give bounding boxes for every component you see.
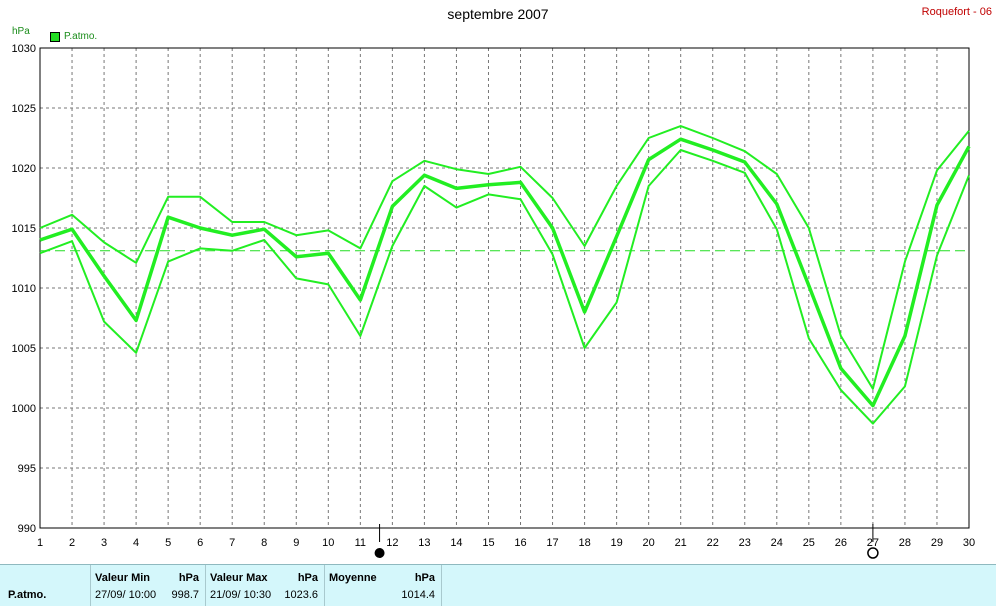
- x-tick-label: 30: [963, 537, 975, 549]
- x-tick-label: 25: [803, 537, 815, 549]
- stats-max-value: 1023.6: [284, 589, 318, 601]
- x-tick-label: 3: [101, 537, 107, 549]
- stats-max-unit: hPa: [297, 572, 318, 584]
- stats-min-header: Valeur Min: [95, 572, 151, 584]
- x-tick-label: 29: [931, 537, 943, 549]
- y-tick-label: 1020: [12, 163, 36, 175]
- y-tick-label: 1030: [12, 43, 36, 55]
- open-circle-icon: [867, 547, 879, 559]
- x-tick-label: 24: [771, 537, 783, 549]
- x-tick-label: 16: [514, 537, 526, 549]
- x-tick-label: 28: [899, 537, 911, 549]
- x-tick-label: 13: [418, 537, 430, 549]
- y-tick-label: 1010: [12, 283, 36, 295]
- x-tick-label: 21: [675, 537, 687, 549]
- x-tick-label: 10: [322, 537, 334, 549]
- plot-frame: [39, 47, 970, 529]
- y-tick-label: 1015: [12, 223, 36, 235]
- y-tick-label: 1005: [12, 343, 36, 355]
- stats-max-header: Valeur Max: [210, 572, 268, 584]
- stats-min-cell: Valeur Min hPa 27/09/ 10:00 998.7: [90, 565, 205, 606]
- x-tick-label: 11: [355, 537, 366, 549]
- x-tick-label: 6: [197, 537, 203, 549]
- series-line-max: [39, 125, 970, 390]
- stats-min-value: 998.7: [171, 589, 199, 601]
- x-tick-label: 9: [293, 537, 299, 549]
- series-line-min: [39, 149, 970, 425]
- x-tick-label: 8: [261, 537, 267, 549]
- x-tick-label: 4: [133, 537, 139, 549]
- y-tick-label: 995: [18, 463, 36, 475]
- x-tick-label: 22: [707, 537, 719, 549]
- y-tick-label: 990: [18, 523, 36, 535]
- stats-min-unit: hPa: [178, 572, 199, 584]
- x-tick-label: 17: [546, 537, 558, 549]
- x-tick-label: 14: [450, 537, 462, 549]
- stats-panel: P.atmo. Valeur Min hPa 27/09/ 10:00 998.…: [0, 564, 996, 606]
- legend-label: P.atmo.: [64, 31, 98, 42]
- x-tick-label: 26: [835, 537, 847, 549]
- x-tick-label: 5: [165, 537, 171, 549]
- x-tick-label: 20: [643, 537, 655, 549]
- x-tick-label: 2: [69, 537, 75, 549]
- y-tick-label: 1025: [12, 103, 36, 115]
- stats-max-cell: Valeur Max hPa 21/09/ 10:30 1023.6: [205, 565, 324, 606]
- y-tick-label: 1000: [12, 403, 36, 415]
- legend-swatch-icon: [50, 31, 60, 42]
- stats-min-date: 27/09/ 10:00: [95, 589, 157, 601]
- x-tick-label: 19: [610, 537, 622, 549]
- x-tick-label: 1: [37, 537, 43, 549]
- stats-row-label: P.atmo.: [8, 589, 47, 601]
- chart-title: septembre 2007: [447, 6, 549, 22]
- x-tick-label: 7: [229, 537, 235, 549]
- stats-mean-value: 1014.4: [401, 589, 435, 601]
- x-tick-label: 23: [739, 537, 751, 549]
- stats-mean-unit: hPa: [414, 572, 435, 584]
- y-axis-unit: hPa: [12, 26, 30, 37]
- station-name: Roquefort - 06: [921, 6, 992, 18]
- filled-circle-icon: [374, 548, 385, 558]
- stats-mean-header: Moyenne: [329, 572, 377, 584]
- stats-mean-cell: Moyenne hPa 1014.4: [324, 565, 442, 606]
- legend[interactable]: P.atmo.: [50, 31, 97, 42]
- x-tick-label: 12: [386, 537, 398, 549]
- x-tick-label: 27: [867, 537, 879, 549]
- stats-max-date: 21/09/ 10:30: [210, 589, 272, 601]
- x-tick-label: 15: [482, 537, 494, 549]
- x-tick-label: 18: [578, 537, 590, 549]
- series-line-mean: [39, 137, 971, 408]
